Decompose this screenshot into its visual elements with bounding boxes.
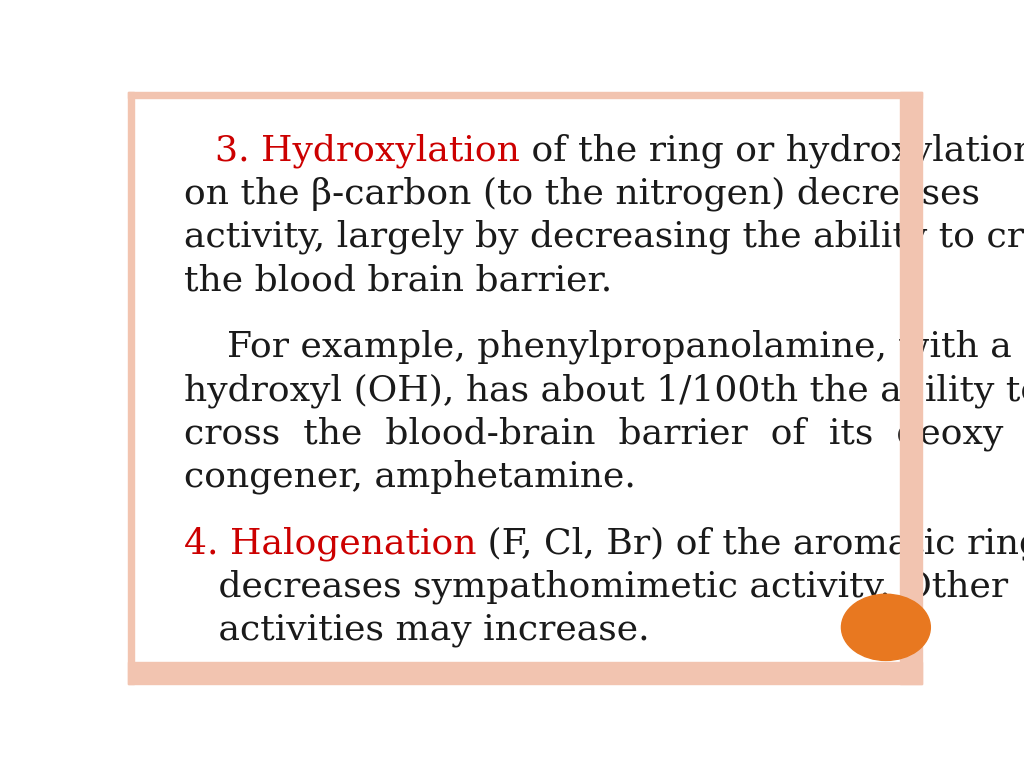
Text: 3.: 3. xyxy=(215,134,261,167)
Bar xyxy=(128,92,134,684)
Text: on the β-carbon (to the nitrogen) decreases: on the β-carbon (to the nitrogen) decrea… xyxy=(183,177,980,211)
Text: activity, largely by decreasing the ability to cross: activity, largely by decreasing the abil… xyxy=(183,220,1024,254)
Text: decreases sympathomimetic activity. Other: decreases sympathomimetic activity. Othe… xyxy=(183,569,1008,604)
Text: Halogenation: Halogenation xyxy=(229,526,476,561)
Text: congener, amphetamine.: congener, amphetamine. xyxy=(183,459,636,494)
Text: hydroxyl (OH), has about 1/100th the ability to: hydroxyl (OH), has about 1/100th the abi… xyxy=(183,373,1024,408)
Text: 4.: 4. xyxy=(183,526,229,560)
Text: of the ring or hydroxylation: of the ring or hydroxylation xyxy=(520,134,1024,168)
Text: cross  the  blood-brain  barrier  of  its  deoxy: cross the blood-brain barrier of its deo… xyxy=(183,416,1002,451)
Text: the blood brain barrier.: the blood brain barrier. xyxy=(183,263,611,297)
Bar xyxy=(128,662,922,684)
Text: For example, phenylpropanolamine, with a -: For example, phenylpropanolamine, with a… xyxy=(227,330,1024,364)
Bar xyxy=(900,92,922,684)
Text: activities may increase.: activities may increase. xyxy=(183,613,649,647)
Bar xyxy=(128,92,922,98)
Text: Hydroxylation: Hydroxylation xyxy=(261,134,520,168)
Text: (F, Cl, Br) of the aromatic ring: (F, Cl, Br) of the aromatic ring xyxy=(476,526,1024,561)
Circle shape xyxy=(842,594,931,660)
